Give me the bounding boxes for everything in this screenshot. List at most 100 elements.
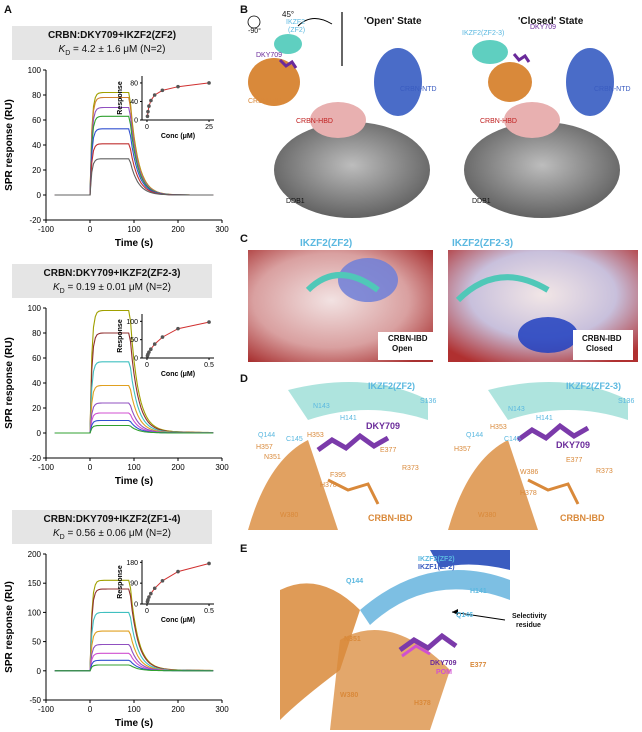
inset-point xyxy=(176,569,180,574)
inset-y-tick-label: 40 xyxy=(130,99,138,106)
y-tick-label: 20 xyxy=(32,404,41,413)
residue: S136 xyxy=(420,398,437,405)
spr-header-2: CRBN:DKY709+IKZF2(ZF2-3) KD = 0.19 ± 0.0… xyxy=(12,264,212,298)
kd-value-2: = 0.19 ± 0.01 μM (N=2) xyxy=(64,282,172,293)
closed-state-label: 'Closed' State xyxy=(518,16,584,27)
x-tick-label: 300 xyxy=(215,225,229,234)
inset-x-label: Conc (μM) xyxy=(161,617,195,624)
x-tick-label: 100 xyxy=(127,705,141,714)
residue: W380 xyxy=(280,512,299,519)
e-n351: N351 xyxy=(344,636,361,643)
inset-point xyxy=(149,98,153,103)
crbn-ntd-label-b: CRBN-NTD xyxy=(400,86,437,93)
inset-point xyxy=(160,335,165,339)
x-tick-label: 300 xyxy=(215,705,229,714)
inset-y-tick-label: 180 xyxy=(126,560,138,567)
residue: E377 xyxy=(566,457,583,464)
x-axis-label: Time (s) xyxy=(115,238,153,249)
dky709-label-b2: DKY709 xyxy=(530,24,557,31)
x-tick-label: 0 xyxy=(88,705,93,714)
ddb1-open-shape xyxy=(274,122,430,218)
kd-symbol: K xyxy=(52,528,60,539)
residue: F395 xyxy=(330,472,346,479)
spr-title-2: CRBN:DKY709+IKZF2(ZF2-3) xyxy=(43,268,181,279)
residue: E377 xyxy=(380,447,397,454)
y-axis-label: SPR response (RU) xyxy=(4,99,15,191)
x-axis-label: Time (s) xyxy=(115,718,153,729)
y-tick-label: 150 xyxy=(28,579,42,588)
hbd-open-shape xyxy=(310,102,366,138)
y-tick-label: 0 xyxy=(37,191,42,200)
inset-point xyxy=(160,88,165,93)
d-dky709-right: DKY709 xyxy=(556,440,591,450)
inset-x-tick-label: 25 xyxy=(205,124,213,131)
ddb1-closed-shape xyxy=(464,122,620,218)
panel-label-d: D xyxy=(240,373,248,385)
kd-sub: D xyxy=(59,534,65,541)
c-left-label: CRBN-IBD xyxy=(388,334,428,343)
residue: H141 xyxy=(536,415,553,422)
dky709-stick-left xyxy=(316,432,390,453)
residue: R373 xyxy=(596,468,613,475)
d-dky709-left: DKY709 xyxy=(366,421,401,431)
inset-point xyxy=(146,598,150,602)
panel-c-surfaces xyxy=(248,250,638,362)
x-tick-label: 100 xyxy=(127,463,141,472)
series-line xyxy=(54,659,214,672)
series-line xyxy=(54,424,214,434)
spr-chart-3: -100 0 100 200 300 -50 0 50 100 150 200 Time (s) SPR… xyxy=(4,550,229,729)
panel-d-binding-site xyxy=(248,382,628,530)
y-tick-label: 80 xyxy=(32,329,41,338)
ikzf2-label-b: IKZF2 xyxy=(286,19,306,26)
spr-title-1: CRBN:DKY709+IKZF2(ZF2) xyxy=(47,30,177,41)
series-line xyxy=(54,332,214,434)
inset-point xyxy=(152,342,157,346)
inset-y-tick-label: 0 xyxy=(134,118,138,125)
residue: H353 xyxy=(307,432,324,439)
residue: H357 xyxy=(256,444,273,451)
spr-title-3: CRBN:DKY709+IKZF2(ZF1-4) xyxy=(43,514,181,525)
panel-label-e: E xyxy=(240,543,248,555)
inset-point xyxy=(176,326,180,331)
kd-symbol: K xyxy=(52,282,60,293)
x-tick-label: 0 xyxy=(88,463,93,472)
inset-x-tick-label: 0.5 xyxy=(204,362,214,369)
inset-point xyxy=(147,595,151,599)
dky709-label-b: DKY709 xyxy=(256,52,283,59)
inset-x-label: Conc (μM) xyxy=(161,133,195,140)
residue: W380 xyxy=(478,512,497,519)
x-tick-label: 200 xyxy=(171,705,185,714)
x-axis-label: Time (s) xyxy=(115,476,153,487)
residue: H378 xyxy=(320,482,337,489)
y-tick-label: 100 xyxy=(28,304,42,313)
series-line xyxy=(54,158,214,196)
y-tick-label: 40 xyxy=(32,379,41,388)
x-tick-label: -100 xyxy=(38,463,55,472)
residue: W386 xyxy=(520,469,539,476)
e-q144: Q144 xyxy=(346,578,364,585)
x-tick-label: 200 xyxy=(171,225,185,234)
inset-point xyxy=(149,347,153,351)
crbn-ntd-label-b2: CRBN-NTD xyxy=(594,86,631,93)
zf23-closed-shape xyxy=(472,40,508,64)
y-tick-label: 60 xyxy=(32,354,41,363)
panel-label-b: B xyxy=(240,4,248,16)
inset-x-label: Conc (μM) xyxy=(161,371,195,378)
dky709-stick-e xyxy=(398,632,458,653)
x-tick-label: 100 xyxy=(127,225,141,234)
d-ikzf2-zf2: IKZF2(ZF2) xyxy=(368,381,415,391)
kd-value-1: = 4.2 ± 1.6 μM (N=2) xyxy=(70,44,166,55)
x-tick-label: -100 xyxy=(38,705,55,714)
crbn-hbd-label-b: CRBN-HBD xyxy=(296,118,333,125)
kd-symbol: K xyxy=(58,44,66,55)
spr-header-1: CRBN:DKY709+IKZF2(ZF2) KD = 4.2 ± 1.6 μM… xyxy=(12,26,212,60)
x-tick-label: -100 xyxy=(38,225,55,234)
inset-point xyxy=(145,114,150,119)
y-tick-label: 0 xyxy=(37,667,42,676)
inset-fit-line xyxy=(147,563,210,602)
y-tick-label: 80 xyxy=(32,91,41,100)
e-residue: residue xyxy=(516,622,541,629)
angle-90: -90° xyxy=(248,28,261,35)
x-tick-label: 200 xyxy=(171,463,185,472)
residue: C145 xyxy=(286,436,303,443)
